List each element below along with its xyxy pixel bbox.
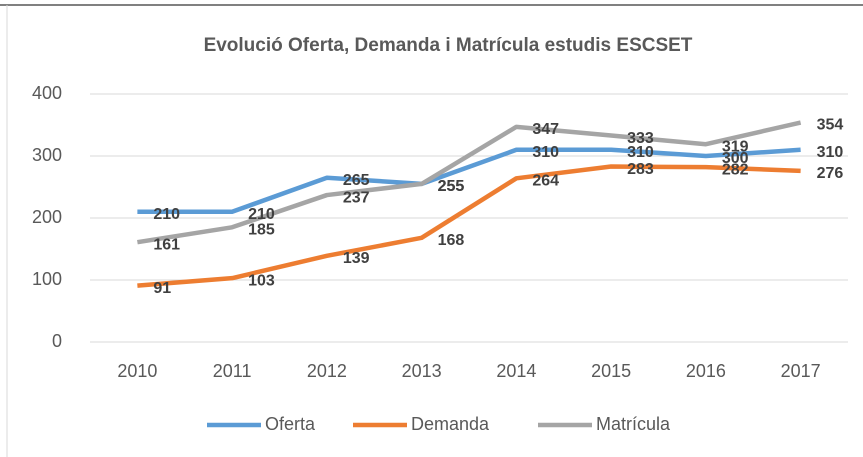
x-tick-label: 2014	[496, 361, 536, 381]
data-label: 265	[343, 172, 370, 189]
x-tick-label: 2017	[781, 361, 821, 381]
data-label: 255	[438, 178, 465, 195]
data-label: 185	[248, 222, 275, 239]
data-label: 91	[153, 280, 171, 297]
data-label: 168	[438, 232, 465, 249]
legend-label: Matrícula	[596, 414, 671, 434]
data-label: 354	[817, 117, 844, 134]
x-tick-label: 2012	[307, 361, 347, 381]
data-label: 139	[343, 250, 370, 267]
data-label: 347	[532, 121, 559, 138]
x-tick-label: 2010	[117, 361, 157, 381]
data-label: 276	[817, 165, 844, 182]
y-tick-label: 300	[32, 145, 62, 165]
data-label: 300	[722, 150, 749, 167]
data-label: 319	[722, 138, 749, 155]
data-label: 283	[627, 161, 654, 178]
x-tick-label: 2011	[213, 361, 252, 381]
series-line	[137, 147, 801, 215]
legend-label: Oferta	[265, 414, 316, 434]
data-label: 210	[248, 206, 275, 223]
data-label: 161	[153, 236, 180, 253]
data-label: 282	[722, 161, 749, 178]
chart-title: Evolució Oferta, Demanda i Matrícula est…	[204, 35, 693, 56]
x-tick-label: 2013	[402, 361, 442, 381]
data-label: 310	[532, 144, 559, 161]
legend-label: Demanda	[411, 414, 490, 434]
y-tick-label: 0	[52, 331, 62, 351]
x-tick-label: 2016	[686, 361, 726, 381]
data-label: 310	[817, 144, 844, 161]
data-label: 264	[532, 173, 559, 190]
y-tick-label: 100	[32, 269, 62, 289]
data-label: 103	[248, 272, 275, 289]
series-line	[137, 164, 801, 288]
data-label: 237	[343, 189, 370, 206]
y-tick-label: 400	[32, 83, 62, 103]
data-label: 210	[153, 206, 180, 223]
data-label: 310	[627, 144, 654, 161]
data-label: 333	[627, 130, 654, 147]
data-label: 255	[438, 178, 465, 195]
x-tick-label: 2015	[591, 361, 631, 381]
series-line	[137, 120, 802, 245]
y-tick-label: 200	[32, 207, 62, 227]
